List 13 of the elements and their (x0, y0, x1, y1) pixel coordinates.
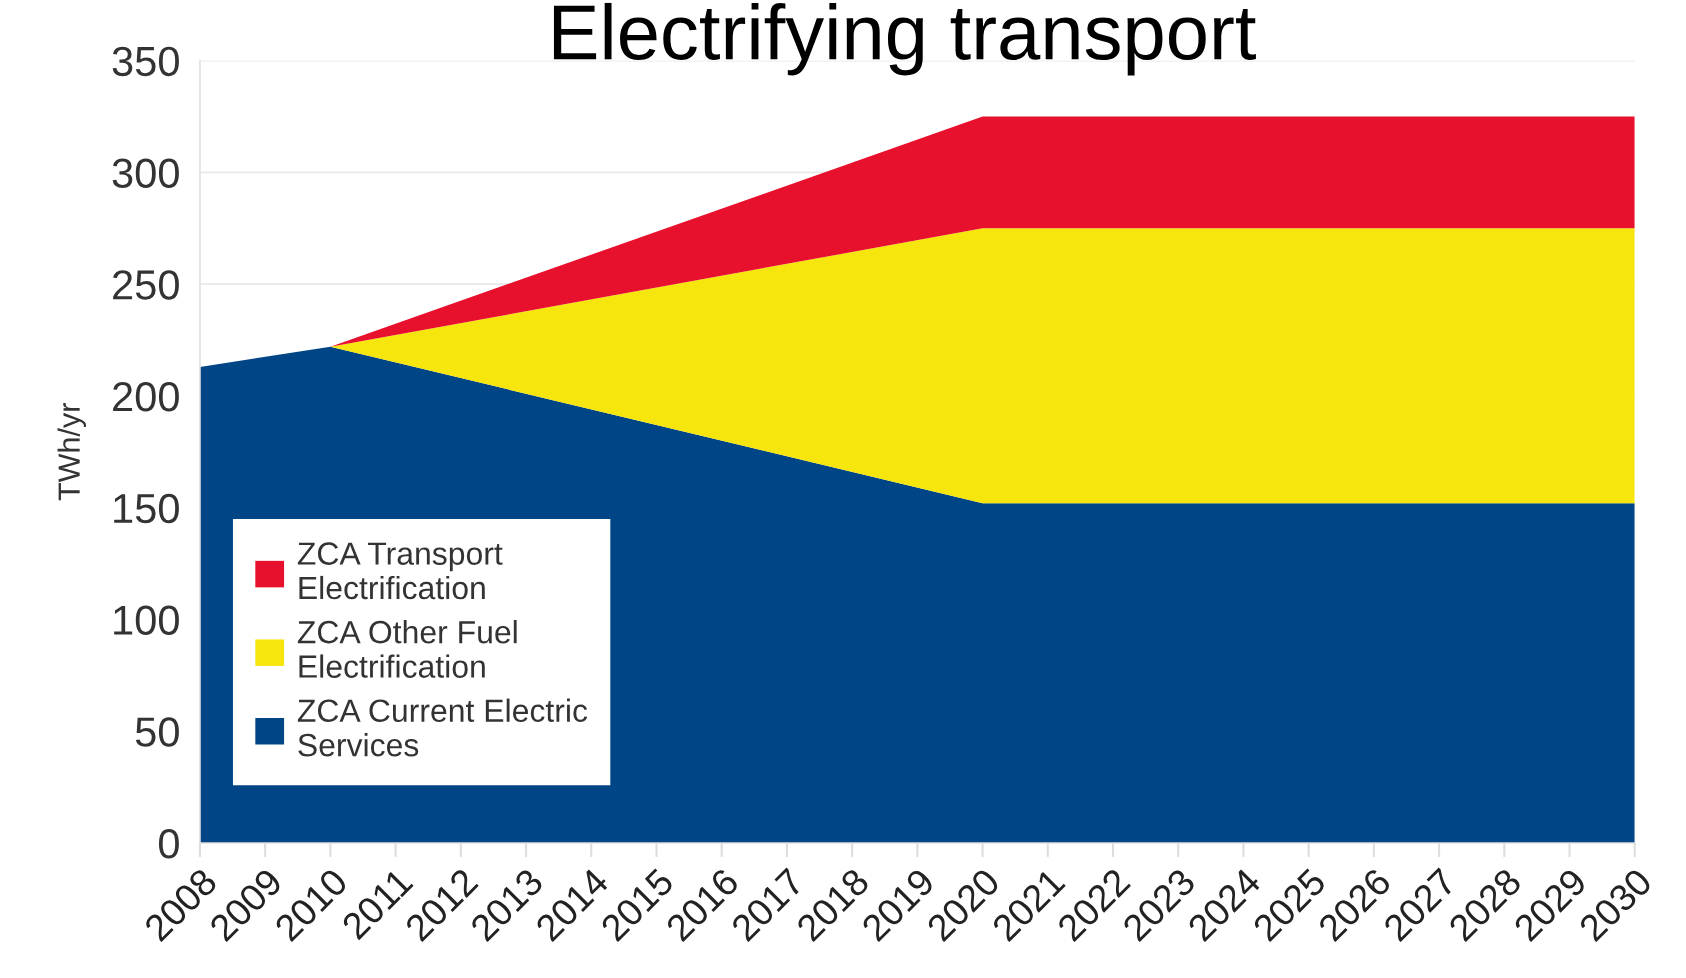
y-tick-label: 300 (112, 158, 179, 188)
y-tick-label: 350 (112, 46, 179, 77)
y-tick-label: 100 (114, 605, 179, 635)
chart-title: Electrifying transport (553, 2, 1256, 76)
y-axis-title: TWh/yr (57, 403, 86, 501)
legend-label: ZCA Other Fuel Electrification (297, 620, 517, 678)
y-tick-label: 0 (158, 829, 179, 859)
y-tick-label: 200 (113, 381, 179, 412)
legend-label: ZCA Transport Electrification (297, 542, 503, 600)
y-tick-label: 250 (113, 270, 179, 300)
y-tick-label: 150 (114, 493, 179, 524)
y-tick-label: 50 (135, 717, 179, 747)
legend-label: ZCA Current Electric Services (297, 698, 588, 757)
